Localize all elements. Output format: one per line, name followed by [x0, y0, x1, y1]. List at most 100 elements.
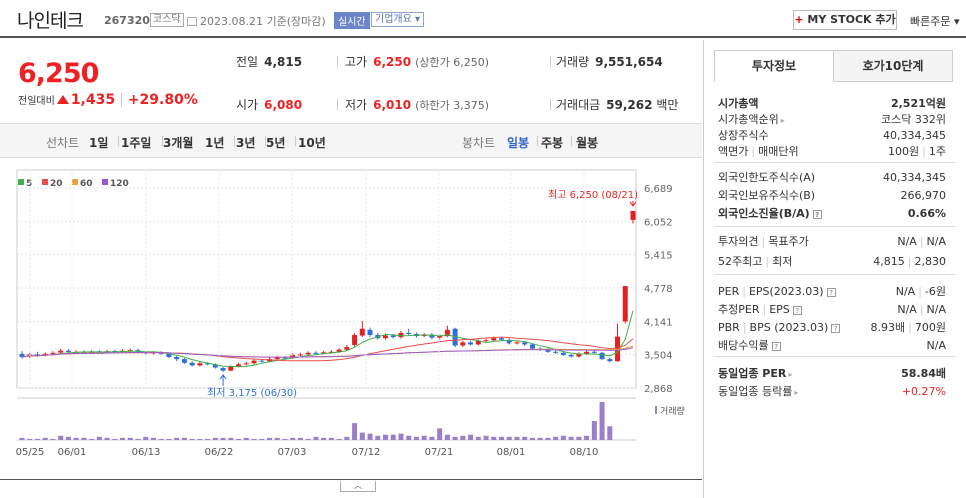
info-row-value: 100원 | 1주 [888, 145, 946, 158]
candle [127, 350, 133, 352]
tab-line-4[interactable]: 3년 [236, 136, 256, 150]
quote-date-text: 2023.08.21 기준(장마감) [200, 15, 326, 28]
info-row-label: 52주최고 | 최저 [718, 255, 793, 268]
prev-close: 전일 4,815 [236, 55, 303, 69]
info-row-value: 58.84배 [901, 367, 946, 380]
volume-bar [166, 438, 172, 440]
candle [290, 354, 296, 359]
price-change: 전일대비 1,435 | +29.80% [18, 92, 198, 108]
volume-bar [522, 436, 528, 440]
info-row-value: 40,334,345 [883, 171, 946, 184]
realtime-button[interactable]: 실시간 [334, 12, 370, 29]
info-row-label: PBR | BPS (2023.03)? [718, 320, 841, 336]
candle [383, 335, 389, 339]
expand-chart-button[interactable]: ︿ [340, 481, 376, 492]
candle [576, 353, 582, 357]
info-row: 52주최고 | 최저 4,815 | 2,830 [718, 254, 946, 270]
tab-candle-1[interactable]: 주봉 [541, 136, 564, 150]
volume-bar [197, 438, 203, 440]
volume-bar [27, 438, 33, 440]
x-tick-label: 06/22 [205, 447, 234, 458]
x-tick-label: 08/10 [570, 447, 599, 458]
volume-bar [607, 426, 613, 440]
candle [313, 352, 319, 354]
company-overview-dropdown[interactable]: 기업개요 ▾ [371, 12, 424, 27]
candle [584, 351, 590, 354]
add-my-stock-button[interactable]: + MY STOCK 추가 [793, 10, 897, 30]
plot-frame [16, 169, 637, 389]
ma-line-120 [21, 347, 634, 358]
y-tick-label: 6,689 [644, 184, 673, 195]
tab-hoga-10[interactable]: 호가10단계 [833, 50, 953, 82]
volume-bar [406, 435, 412, 440]
info-row-value: 코스닥 332위 [881, 113, 946, 126]
volume-bar [89, 438, 95, 440]
candle [499, 338, 505, 340]
info-row[interactable]: 시가총액순위 ▸ 코스닥 332위 [718, 112, 946, 128]
volume-bar [560, 435, 566, 440]
candle [65, 350, 71, 353]
change-percent: +29.80% [127, 92, 198, 108]
market-badge: 코스닥 [150, 13, 184, 27]
tab-line-1[interactable]: 1주일 [121, 136, 152, 150]
tab-line-0[interactable]: 1일 [89, 136, 109, 150]
volume-bar [499, 436, 505, 440]
volume-bar [290, 437, 296, 440]
y-tick-label: 6,052 [644, 217, 673, 228]
volume-bar [81, 437, 87, 440]
info-row[interactable]: 동일업종 등락률 ▸ +0.27% [718, 384, 946, 400]
candle [321, 352, 327, 354]
tab-investment-info[interactable]: 투자정보 [714, 50, 834, 82]
candle [529, 344, 535, 349]
tab-candle-0[interactable]: 일봉 [507, 136, 530, 150]
volume-bar [34, 438, 40, 440]
calendar-icon [187, 17, 197, 26]
volume-bar [514, 436, 520, 440]
candle [328, 351, 334, 353]
x-tick-label: 06/13 [132, 447, 161, 458]
volume-bar [599, 402, 605, 440]
tab-candle-2[interactable]: 월봉 [576, 136, 599, 150]
candle [243, 363, 249, 365]
candle [553, 351, 559, 353]
info-row-label: 배당수익률? [718, 338, 781, 354]
volume-bar [413, 436, 419, 440]
volume-bar [236, 438, 242, 440]
info-row-value: 0.66% [907, 207, 946, 220]
candle [599, 352, 605, 360]
candle [545, 349, 551, 352]
candle [352, 335, 358, 345]
y-tick-label: 3,504 [644, 351, 673, 362]
volume-bar [321, 437, 327, 440]
candle [506, 339, 512, 344]
info-row: 외국인한도주식수(A) 40,334,345 [718, 170, 946, 186]
low-annotation: 최저 3,175 (06/30) [207, 387, 297, 399]
info-row-value: 2,521억원 [890, 97, 946, 110]
volume-bar [591, 421, 597, 440]
volume-bar [228, 437, 234, 440]
tab-line-6[interactable]: 10년 [298, 136, 326, 150]
volume-bar [96, 436, 102, 440]
info-row[interactable]: 동일업종 PER ▸ 58.84배 [718, 366, 946, 382]
volume-bar [429, 436, 435, 440]
volume-bar [135, 438, 141, 440]
candle [174, 357, 180, 360]
info-row: 추정PER | EPS? N/A | N/A [718, 302, 946, 318]
info-row: PBR | BPS (2023.03)? 8.93배 | 700원 [718, 320, 946, 336]
stock-code: 267320 [104, 14, 150, 27]
tab-line-5[interactable]: 5년 [266, 136, 286, 150]
tab-line-3[interactable]: 1년 [205, 136, 225, 150]
candle [475, 340, 481, 345]
info-row-label: 투자의견 | 목표주가 [718, 235, 809, 248]
info-row-value: N/A | -6원 [895, 285, 946, 298]
volume-bar [112, 438, 118, 440]
candle [560, 352, 566, 355]
candle [514, 342, 520, 344]
stock-name: 나인테크 [17, 10, 84, 32]
volume-bar [19, 437, 25, 440]
volume-bar [305, 438, 311, 440]
quick-order-dropdown[interactable]: 빠른주문 ▾ [910, 15, 960, 28]
info-row-value: 8.93배 | 700원 [870, 321, 946, 334]
tab-line-2[interactable]: 3개월 [163, 136, 194, 150]
candle [367, 329, 373, 336]
